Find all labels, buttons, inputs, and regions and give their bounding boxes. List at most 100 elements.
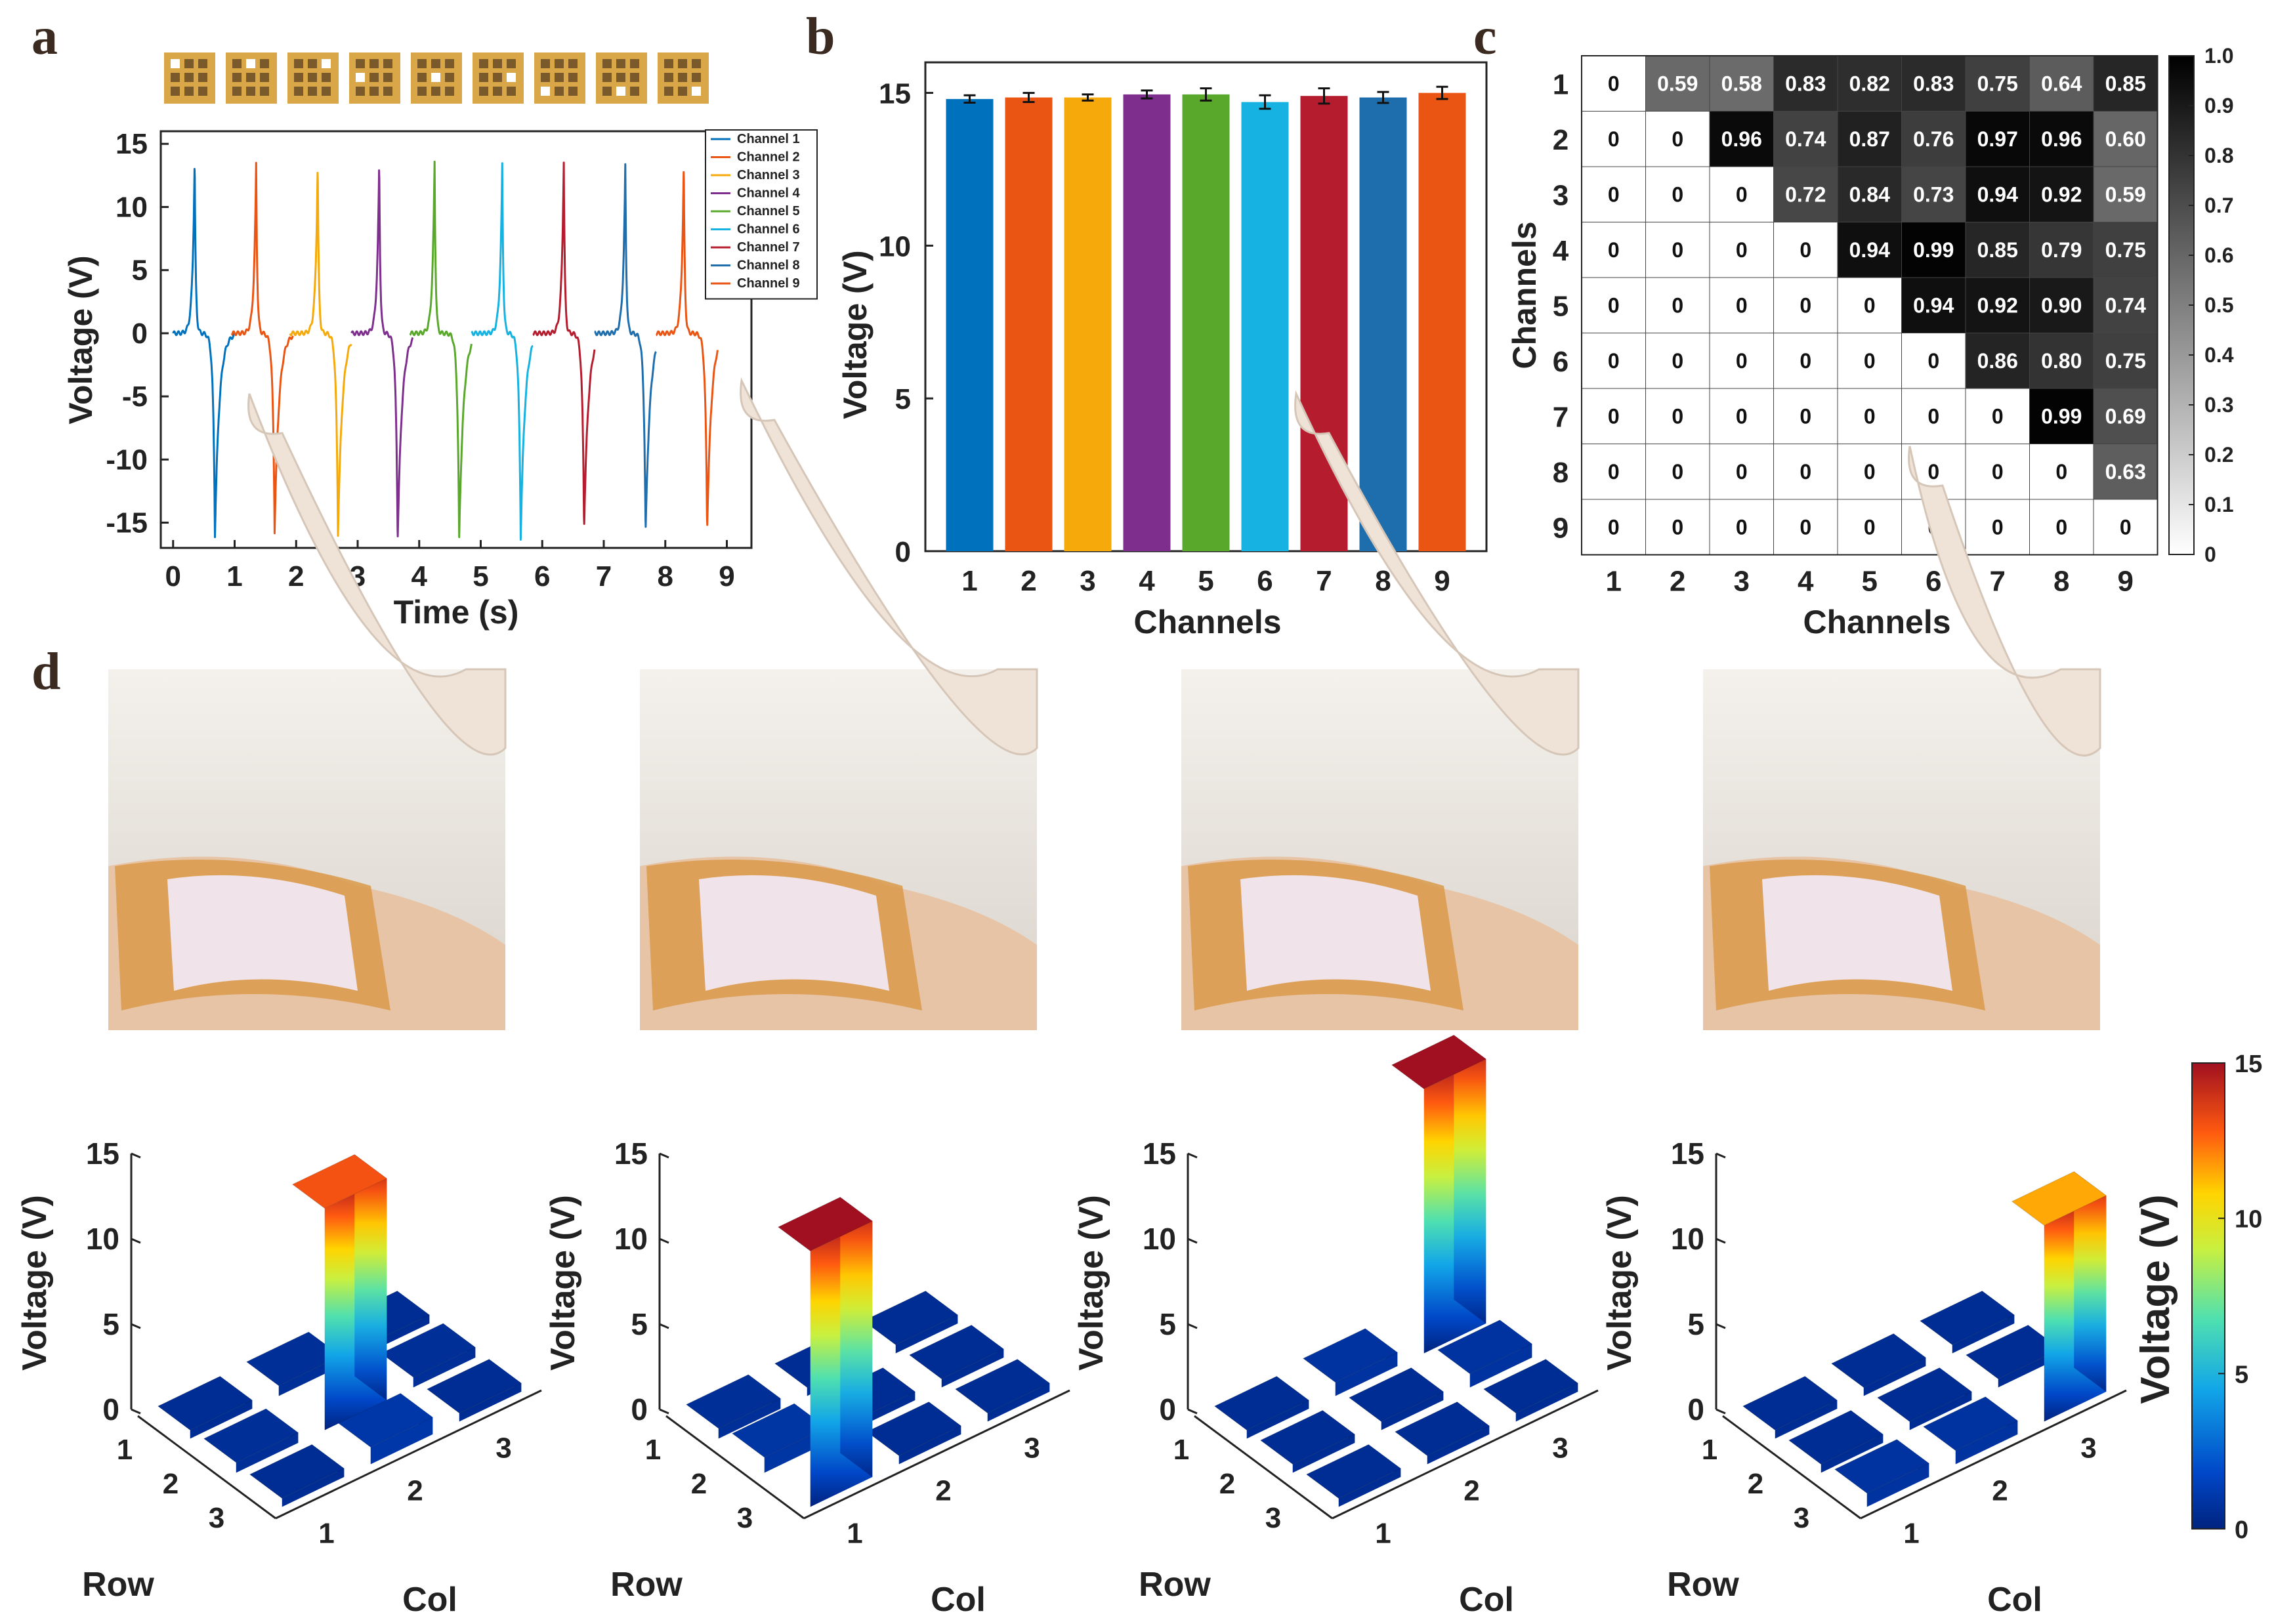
pad-active-cell	[356, 73, 365, 82]
b-y-tick-label: 0	[895, 536, 911, 568]
d-bar-face-front	[459, 1383, 522, 1422]
d-z-tick-label: 5	[1159, 1307, 1176, 1341]
d-col-tick-label: 1	[1375, 1518, 1391, 1550]
c-cell	[1773, 55, 1838, 112]
d-bar-face-front	[1955, 1421, 2018, 1465]
c-cell-value: 0	[1736, 293, 1748, 317]
c-cell-value: 0.86	[1977, 349, 2018, 373]
c-cell-value: 0.99	[2041, 404, 2082, 428]
pad-cell	[602, 87, 612, 96]
a-series-line-channel-9	[655, 171, 719, 526]
d-z-tick-mark	[659, 1152, 669, 1159]
photo-gloved-finger	[1908, 446, 2101, 757]
c-cell-value: 0	[1672, 349, 1683, 373]
pad-cell	[260, 73, 269, 82]
d-bar-face-front	[190, 1400, 253, 1439]
c-cell	[2029, 55, 2094, 112]
c-cell-value: 0.99	[1913, 238, 1954, 262]
d-row-tick-label: 2	[1748, 1468, 1763, 1500]
d-bar-top	[1830, 1333, 1927, 1388]
d-bar-r3-c1	[1305, 1444, 1402, 1507]
pad-cell	[171, 87, 180, 96]
c-cell	[1901, 388, 1966, 444]
pad-cell	[630, 59, 639, 68]
panel-label-d: d	[32, 643, 61, 701]
c-colorbar-tick-label: 1.0	[2204, 44, 2233, 68]
pad-active-cell	[541, 87, 550, 96]
d-z-tick-mark	[1187, 1152, 1198, 1159]
c-cell	[2093, 166, 2158, 222]
pad-cell	[602, 59, 612, 68]
a-y-tick-label: -10	[106, 444, 148, 476]
d-bar-top	[1437, 1320, 1533, 1375]
c-cell	[1837, 111, 1902, 167]
b-x-tick-label: 5	[1198, 565, 1213, 597]
d-bar-top	[777, 1196, 874, 1252]
d-row-axis-label: Row	[1667, 1566, 1739, 1604]
d-bar-face-side	[2074, 1171, 2107, 1392]
d-z-tick-mark	[131, 1152, 141, 1159]
d-bar-top	[1348, 1367, 1444, 1423]
c-cell	[1709, 333, 1774, 389]
a-series-line-channel-3	[289, 171, 352, 537]
c-cell-value: 0.75	[2105, 238, 2146, 262]
d-bar-top	[862, 1290, 959, 1346]
pad-active-cell	[692, 87, 701, 96]
b-y-tick-label: 15	[879, 78, 911, 110]
c-cell-value: 0.83	[1913, 72, 1954, 95]
c-cell-value: 0	[1736, 182, 1748, 206]
d-row-tick-label: 3	[1794, 1502, 1809, 1534]
pad-cell	[260, 59, 269, 68]
c-cell-value: 0	[1927, 404, 1939, 428]
pad-cell	[198, 59, 207, 68]
pad-cell	[692, 59, 701, 68]
d-z-tick-label: 15	[1671, 1136, 1704, 1171]
pad-active-cell	[507, 73, 516, 82]
d-z-tick-mark	[659, 1238, 669, 1244]
d-bar-face-front	[1381, 1391, 1444, 1430]
c-cell-value: 0	[1608, 293, 1620, 317]
c-cell	[1581, 444, 1646, 500]
a-legend-label: Channel 4	[737, 186, 800, 201]
d-bar-face-front	[413, 1347, 476, 1388]
d-col-tick-label: 1	[847, 1518, 862, 1550]
d-row-axis	[1722, 1415, 1861, 1520]
c-colorbar-tick-label: 0.9	[2204, 94, 2233, 117]
d-z-tick-mark	[131, 1238, 141, 1244]
a-series-line-channel-8	[593, 163, 657, 528]
pad-cell	[479, 73, 488, 82]
pad-cell	[246, 87, 255, 96]
c-y-tick-label: 1	[1553, 68, 1569, 100]
c-cell-value: 0	[1992, 404, 2004, 428]
c-colorbar-tick-label: 0.3	[2204, 393, 2233, 417]
c-cell-value: 0.72	[1785, 182, 1826, 206]
d-bar-face-front	[1775, 1400, 1838, 1439]
pad-cell	[568, 87, 578, 96]
d-z-axis-label: Voltage (V)	[1601, 1195, 1639, 1371]
c-cell-value: 0.92	[1977, 293, 2018, 317]
d-bar-top	[1213, 1375, 1310, 1431]
d-row-axis-label: Row	[610, 1566, 683, 1604]
pad-cell	[445, 73, 454, 82]
c-cell	[1965, 444, 2030, 500]
c-cell	[1773, 499, 1838, 555]
b-x-tick-label: 1	[961, 565, 977, 597]
pad-cell	[541, 73, 550, 82]
pad-cell	[602, 73, 612, 82]
b-bar-channel-2	[1005, 97, 1053, 551]
c-cell	[2029, 333, 2094, 389]
pad-cell	[322, 73, 331, 82]
d-bar-r2-c2	[1348, 1367, 1444, 1430]
a-series-line-channel-6	[471, 162, 534, 541]
d-row-axis	[1194, 1415, 1333, 1520]
b-x-axis-label: Channels	[1133, 604, 1281, 640]
a-legend-label: Channel 3	[737, 168, 800, 182]
c-cell	[2093, 111, 2158, 167]
d-colorbar-tick-label: 10	[2235, 1206, 2262, 1234]
b-x-tick-label: 2	[1021, 565, 1036, 597]
d-bar-top	[1394, 1401, 1490, 1457]
c-cell	[1837, 55, 1902, 112]
d-row-tick-label: 1	[1702, 1434, 1717, 1466]
a-y-tick-label: -15	[106, 507, 148, 539]
